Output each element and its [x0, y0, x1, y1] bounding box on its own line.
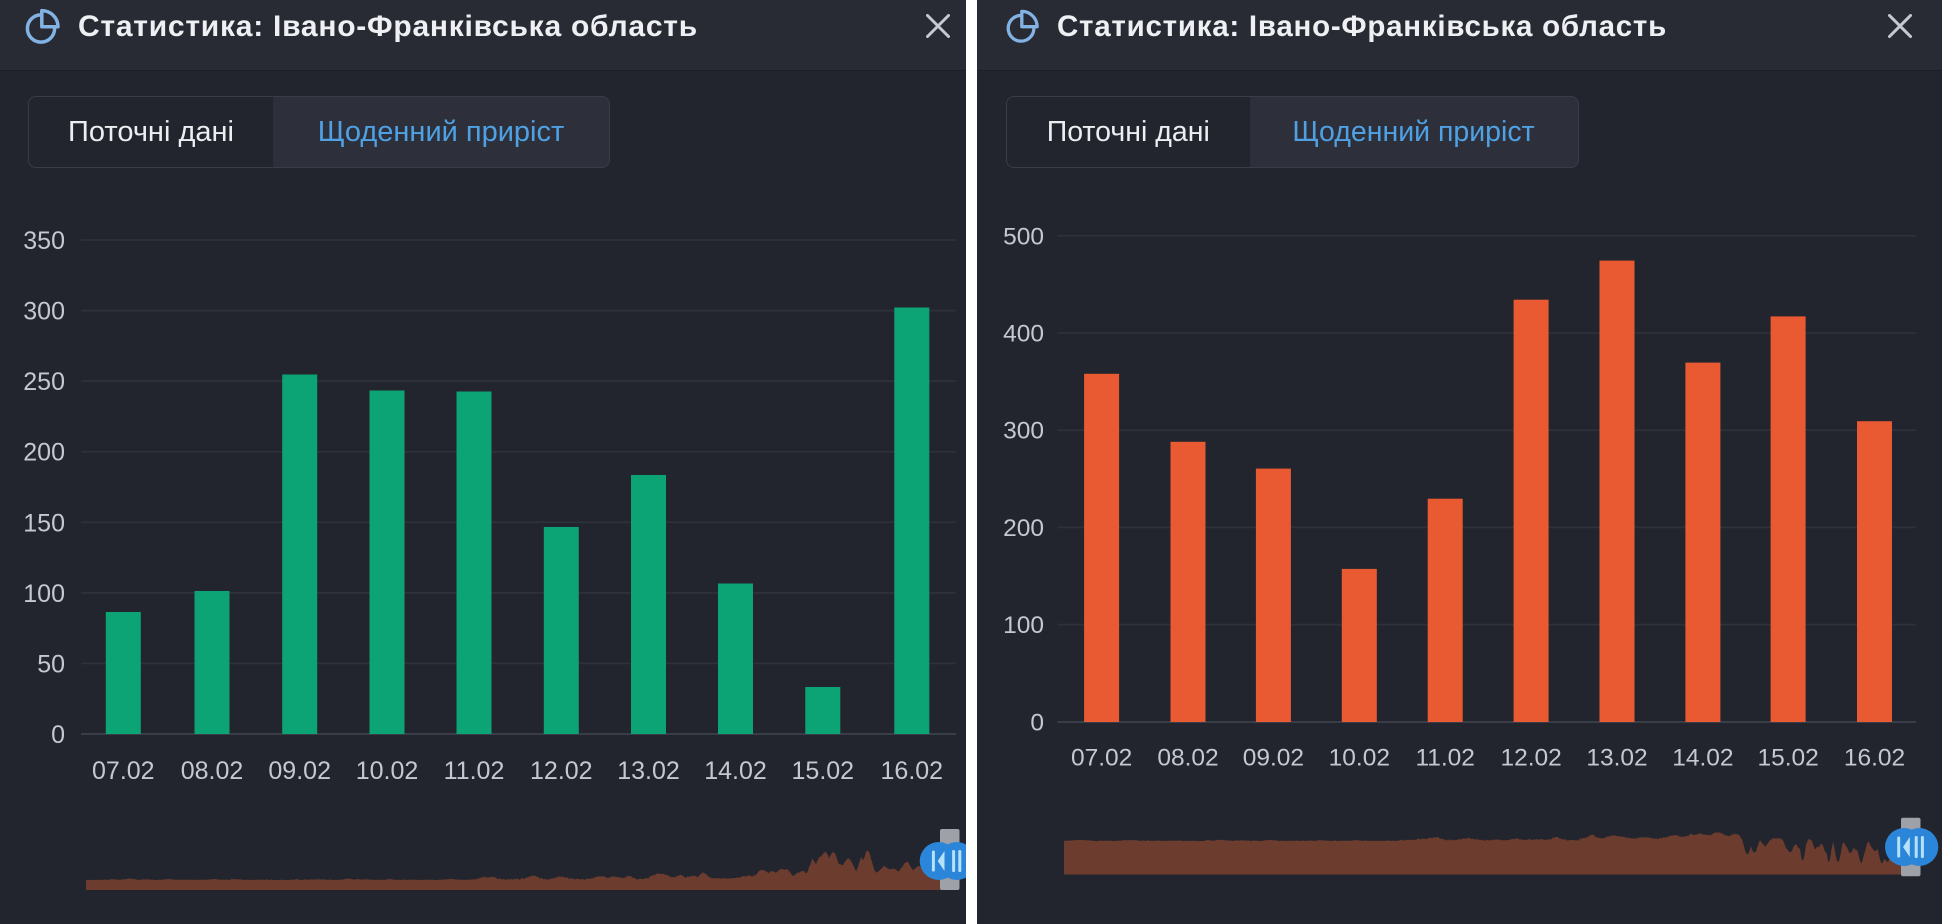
svg-text:350: 350	[23, 227, 65, 255]
svg-text:13.02: 13.02	[617, 757, 680, 785]
svg-text:10.02: 10.02	[356, 757, 419, 785]
svg-text:300: 300	[1003, 418, 1044, 445]
svg-text:09.02: 09.02	[1243, 745, 1304, 772]
svg-text:15.02: 15.02	[792, 757, 855, 785]
svg-text:200: 200	[23, 439, 65, 467]
svg-text:16.02: 16.02	[881, 757, 944, 785]
svg-text:500: 500	[1003, 223, 1044, 250]
svg-text:08.02: 08.02	[1157, 745, 1218, 772]
svg-text:100: 100	[1003, 612, 1044, 639]
svg-text:50: 50	[37, 650, 65, 678]
svg-text:11.02: 11.02	[444, 757, 505, 785]
svg-text:15.02: 15.02	[1757, 745, 1818, 772]
svg-text:14.02: 14.02	[704, 757, 767, 785]
svg-text:200: 200	[1003, 515, 1044, 542]
svg-text:11.02: 11.02	[1415, 745, 1475, 772]
svg-text:09.02: 09.02	[268, 757, 331, 785]
svg-text:150: 150	[23, 509, 65, 537]
svg-text:300: 300	[23, 298, 65, 326]
svg-text:10.02: 10.02	[1329, 745, 1390, 772]
svg-text:12.02: 12.02	[1500, 745, 1561, 772]
svg-text:12.02: 12.02	[530, 757, 593, 785]
svg-text:07.02: 07.02	[92, 757, 155, 785]
svg-text:0: 0	[51, 721, 65, 749]
svg-text:16.02: 16.02	[1844, 745, 1905, 772]
svg-text:0: 0	[1030, 710, 1044, 737]
svg-text:100: 100	[23, 580, 65, 608]
svg-text:250: 250	[23, 368, 65, 396]
svg-text:400: 400	[1003, 321, 1044, 348]
svg-text:08.02: 08.02	[181, 757, 244, 785]
svg-text:07.02: 07.02	[1071, 745, 1132, 772]
svg-text:13.02: 13.02	[1586, 745, 1647, 772]
svg-text:14.02: 14.02	[1672, 745, 1733, 772]
